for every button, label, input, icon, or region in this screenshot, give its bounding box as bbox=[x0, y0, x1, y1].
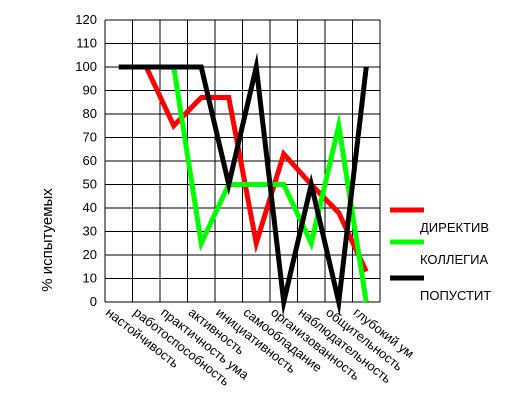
legend-label: КОЛЛЕГИА bbox=[420, 252, 489, 267]
y-tick-label: 10 bbox=[83, 271, 97, 286]
y-tick-label: 90 bbox=[83, 83, 97, 98]
y-tick-label: 50 bbox=[83, 177, 97, 192]
y-tick-label: 0 bbox=[90, 294, 97, 309]
y-axis-label: % испытуемых bbox=[39, 188, 56, 292]
y-tick-label: 120 bbox=[75, 12, 97, 27]
y-tick-label: 70 bbox=[83, 130, 97, 145]
series-lines bbox=[118, 52, 369, 317]
y-tick-label: 100 bbox=[75, 59, 97, 74]
legend-label: ДИРЕКТИВ bbox=[420, 220, 489, 235]
y-tick-label: 110 bbox=[76, 36, 97, 51]
legend: ДИРЕКТИВ КОЛЛЕГИА ПОПУСТИТ bbox=[390, 207, 491, 303]
legend-label: ПОПУСТИТ bbox=[420, 288, 491, 303]
series-line-1 bbox=[118, 64, 369, 273]
y-tick-label: 20 bbox=[83, 247, 97, 262]
y-tick-label: 40 bbox=[83, 200, 97, 215]
y-tick-label: 60 bbox=[83, 153, 97, 168]
y-axis-ticks: 0 10 20 30 40 50 60 70 80 90 100 110 120 bbox=[75, 12, 97, 309]
y-tick-label: 30 bbox=[83, 224, 97, 239]
series-line-3 bbox=[118, 52, 369, 317]
x-axis-categories: настойчивостьработоспособностьпрактичнос… bbox=[103, 305, 417, 389]
y-tick-label: 80 bbox=[83, 106, 97, 121]
